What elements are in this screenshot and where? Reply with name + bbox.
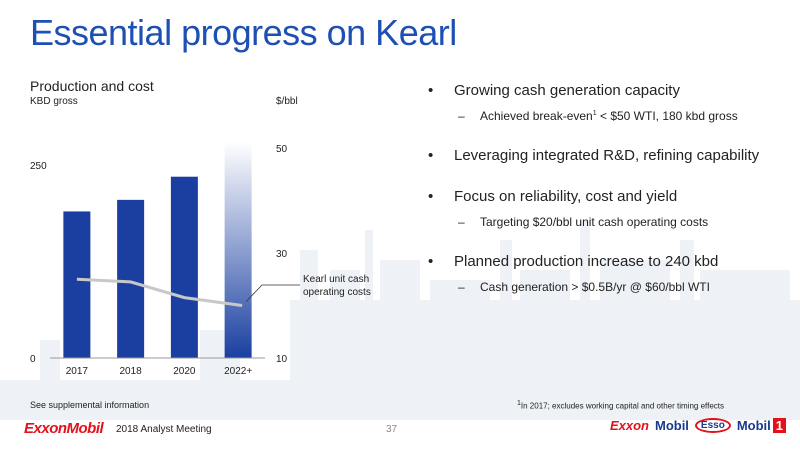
x-tick-label: 2020 — [173, 366, 196, 377]
x-tick-label: 2017 — [66, 366, 89, 377]
annotation-label: operating costs — [303, 287, 371, 298]
supplemental-note: See supplemental information — [30, 400, 150, 410]
exxon-logo: Exxon — [609, 418, 649, 433]
mobil-logo: Mobil — [654, 418, 689, 433]
esso-logo: Esso — [694, 418, 731, 433]
subitem-text: Targeting $20/bbl unit cash operating co… — [480, 215, 709, 229]
subitem-text-after: < $50 WTI, 180 kbd gross — [596, 109, 738, 123]
bullet-item: • Focus on reliability, cost and yield — [428, 188, 788, 205]
bullet-subitem: – Cash generation > $0.5B/yr @ $60/bbl WT… — [428, 280, 788, 294]
bullet-list: • Growing cash generation capacity – Achie… — [428, 82, 788, 318]
bullet-text: Planned production increase to 240 kbd — [454, 253, 719, 270]
annotation-label: Kearl unit cash — [303, 274, 369, 285]
bullet-dot: • — [428, 188, 434, 205]
bullet-subitem: – Achieved break-even1 < $50 WTI, 180 kbd… — [428, 109, 788, 123]
brand-logos: Exxon Mobil Esso Mobil 1 — [610, 418, 786, 433]
footnote: 1In 2017; excludes working capital and o… — [517, 400, 724, 411]
footnote-ref: 1 — [592, 110, 597, 117]
bullet-item: • Leveraging integrated R&D, refining cap… — [428, 147, 788, 164]
right-y-tick-label: 50 — [276, 144, 288, 155]
dash-marker: – — [458, 215, 465, 229]
right-y-tick-label: 30 — [276, 249, 288, 260]
bullet-dot: • — [428, 82, 434, 99]
subitem-text: Achieved break-even — [480, 109, 593, 123]
bullet-dot: • — [428, 253, 434, 270]
footnote-marker: 1 — [517, 400, 521, 407]
dash-marker: – — [458, 109, 465, 123]
bar-2018 — [117, 199, 145, 358]
right-y-tick-label: 10 — [276, 354, 288, 365]
bullet-dot: • — [428, 147, 434, 164]
meeting-name: 2018 Analyst Meeting — [116, 424, 212, 435]
bullet-text: Growing cash generation capacity — [454, 82, 680, 99]
x-tick-label: 2018 — [120, 366, 143, 377]
footnote-text: In 2017; excludes working capital and ot… — [520, 401, 724, 411]
slide-title: Essential progress on Kearl — [30, 12, 457, 53]
exxonmobil-logo: ExxonMobil — [24, 420, 104, 437]
mobil1-logo: Mobil 1 — [737, 418, 786, 433]
bar-2020 — [170, 176, 198, 358]
bar-2022+ — [224, 142, 252, 358]
left-y-tick-label: 0 — [30, 354, 36, 365]
bullet-text: Leveraging integrated R&D, refining capa… — [454, 147, 760, 164]
right-axis-unit: $/bbl — [276, 96, 298, 107]
left-axis-unit: KBD gross — [30, 96, 78, 107]
bullet-text: Focus on reliability, cost and yield — [454, 188, 678, 205]
x-tick-label: 2022+ — [224, 366, 252, 377]
dash-marker: – — [458, 280, 465, 294]
bar-2017 — [63, 211, 91, 358]
chart-title: Production and cost — [30, 78, 154, 94]
bullet-item: • Planned production increase to 240 kbd — [428, 253, 788, 270]
page-number: 37 — [386, 424, 398, 435]
mobil1-number: 1 — [772, 418, 786, 433]
cost-line — [76, 277, 243, 307]
bullet-item: • Growing cash generation capacity — [428, 82, 788, 99]
subitem-text: Cash generation > $0.5B/yr @ $60/bbl WTI — [480, 280, 710, 294]
annotation-leader — [245, 284, 300, 302]
bullet-subitem: – Targeting $20/bbl unit cash operating c… — [428, 215, 788, 229]
mobil1-word: Mobil — [736, 418, 771, 433]
left-y-tick-label: 250 — [30, 161, 47, 172]
